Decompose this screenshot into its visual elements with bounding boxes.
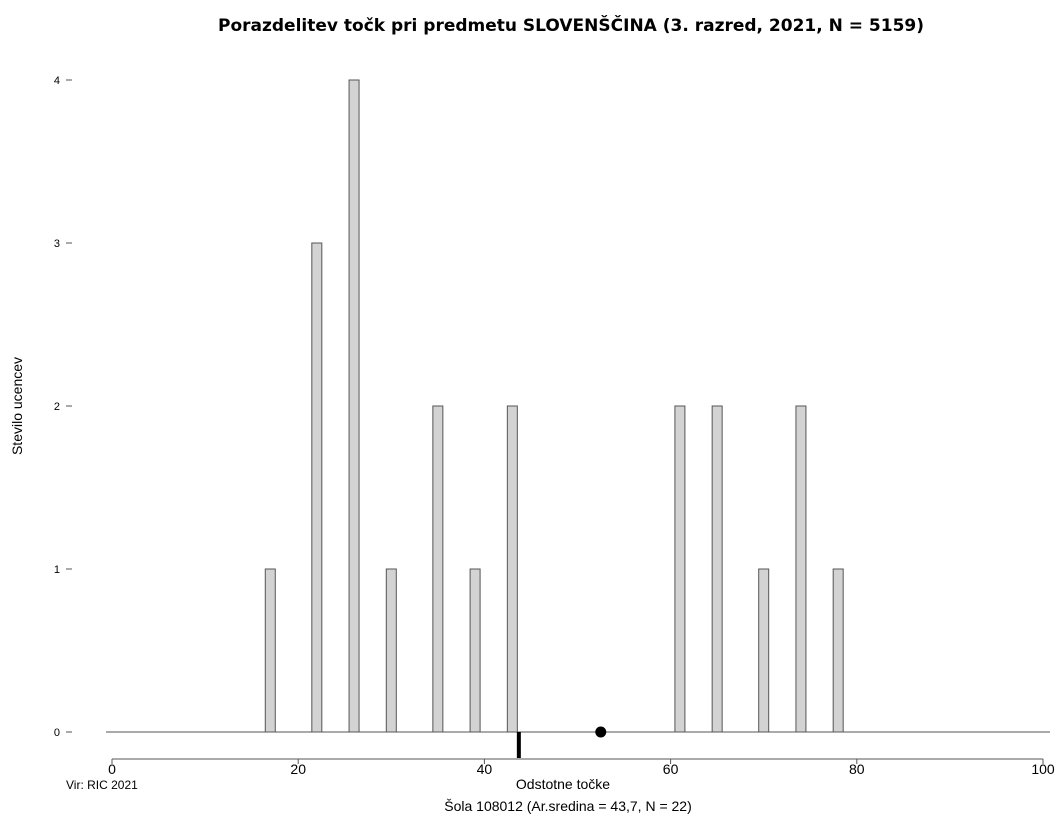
bar: [469, 568, 481, 733]
y-axis: 0 1 2 3 4: [54, 75, 72, 739]
x-tick-label: 40: [477, 761, 493, 777]
bar: [711, 405, 723, 733]
bar: [348, 79, 360, 733]
bar: [385, 568, 397, 733]
x-tick-label: 80: [849, 761, 865, 777]
y-tick-label: 1: [54, 564, 60, 576]
bar: [311, 242, 323, 733]
x-axis: 0 20 40 60 80 100: [108, 758, 1055, 777]
bars: [264, 79, 844, 733]
bar: [758, 568, 770, 733]
x-tick-label: 20: [290, 761, 306, 777]
bar: [506, 405, 518, 733]
x-tick-label: 60: [663, 761, 679, 777]
y-tick-label: 4: [54, 75, 60, 87]
x-tick-label: 100: [1031, 761, 1055, 777]
y-tick-label: 0: [54, 727, 60, 739]
y-tick-label: 2: [54, 401, 60, 413]
bar: [795, 405, 807, 733]
x-tick-label: 0: [108, 761, 116, 777]
bar: [832, 568, 844, 733]
bar: [674, 405, 686, 733]
mean-markers: [516, 726, 607, 758]
y-axis-label: Stevilo ucencev: [9, 357, 25, 455]
school-summary: Šola 108012 (Ar.sredina = 43,7, N = 22): [444, 798, 692, 814]
national-mean-dot: [595, 726, 607, 738]
x-axis-label: Odstotne točke: [516, 776, 610, 792]
source-note: Vir: RIC 2021: [66, 778, 138, 792]
y-tick-label: 3: [54, 238, 60, 250]
bar: [264, 568, 276, 733]
chart-title: Porazdelitev točk pri predmetu SLOVENŠČI…: [218, 14, 924, 36]
bar: [432, 405, 444, 733]
